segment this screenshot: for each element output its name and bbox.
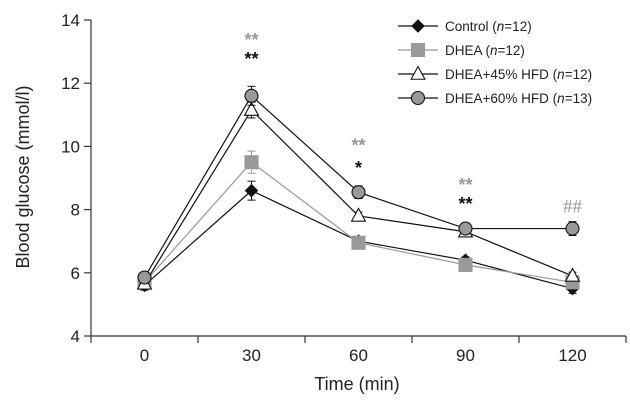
data-point	[244, 88, 259, 103]
x-tick-label: 120	[558, 346, 586, 365]
legend-item-1: Control (n=12)	[398, 19, 532, 34]
y-tick-label: 10	[61, 137, 80, 156]
significance-annotation: ##	[563, 196, 583, 217]
data-point	[137, 270, 152, 285]
legend-label: DHEA+60% HFD (n=13)	[445, 91, 592, 106]
y-tick-label: 4	[71, 327, 80, 346]
data-point	[244, 155, 259, 170]
legend-marker	[410, 65, 426, 80]
significance-annotation: **	[244, 30, 258, 50]
data-point	[564, 267, 581, 282]
data-point	[244, 183, 259, 198]
y-axis-title: Blood glucose (mmol/l)	[13, 85, 33, 268]
significance-annotation: **	[351, 136, 365, 156]
x-tick-label: 30	[242, 346, 261, 365]
legend-label: DHEA+45% HFD (n=12)	[445, 67, 592, 82]
legend-item-2: DHEA (n=12)	[398, 42, 525, 58]
x-tick-label: 0	[140, 346, 149, 365]
y-tick-label: 8	[71, 201, 80, 220]
legend-item-4: DHEA+60% HFD (n=13)	[398, 90, 592, 106]
series-layer	[136, 85, 581, 296]
series-4	[137, 85, 580, 285]
significance-annotation: *	[355, 158, 362, 178]
legend-label: DHEA (n=12)	[445, 43, 525, 58]
legend-marker	[410, 90, 426, 106]
data-point	[565, 221, 580, 236]
legend: Control (n=12) DHEA (n=12) DHEA+45% HFD (n…	[398, 19, 592, 106]
annotation-layer: *********** ##	[244, 30, 582, 218]
data-point	[351, 185, 366, 200]
x-tick-label: 90	[456, 346, 475, 365]
y-tick-label: 14	[61, 11, 80, 30]
significance-annotation: **	[458, 175, 472, 195]
x-axis-title: Time (min)	[314, 374, 399, 394]
legend-marker	[410, 42, 426, 58]
significance-annotation: **	[458, 194, 472, 214]
y-tick-label: 6	[71, 264, 80, 283]
data-point	[350, 207, 367, 222]
data-point	[458, 221, 473, 236]
y-tick-label: 12	[61, 74, 80, 93]
legend-item-3: DHEA+45% HFD (n=12)	[398, 65, 592, 82]
data-point	[351, 235, 366, 250]
legend-label: Control (n=12)	[445, 19, 532, 34]
significance-annotation: **	[244, 49, 258, 69]
legend-marker	[411, 19, 425, 33]
data-point	[243, 101, 260, 116]
axes: 4 6 8 10 12 14 0 30 60 90 120	[61, 11, 627, 365]
x-tick-label: 60	[349, 346, 368, 365]
data-point	[458, 257, 473, 272]
